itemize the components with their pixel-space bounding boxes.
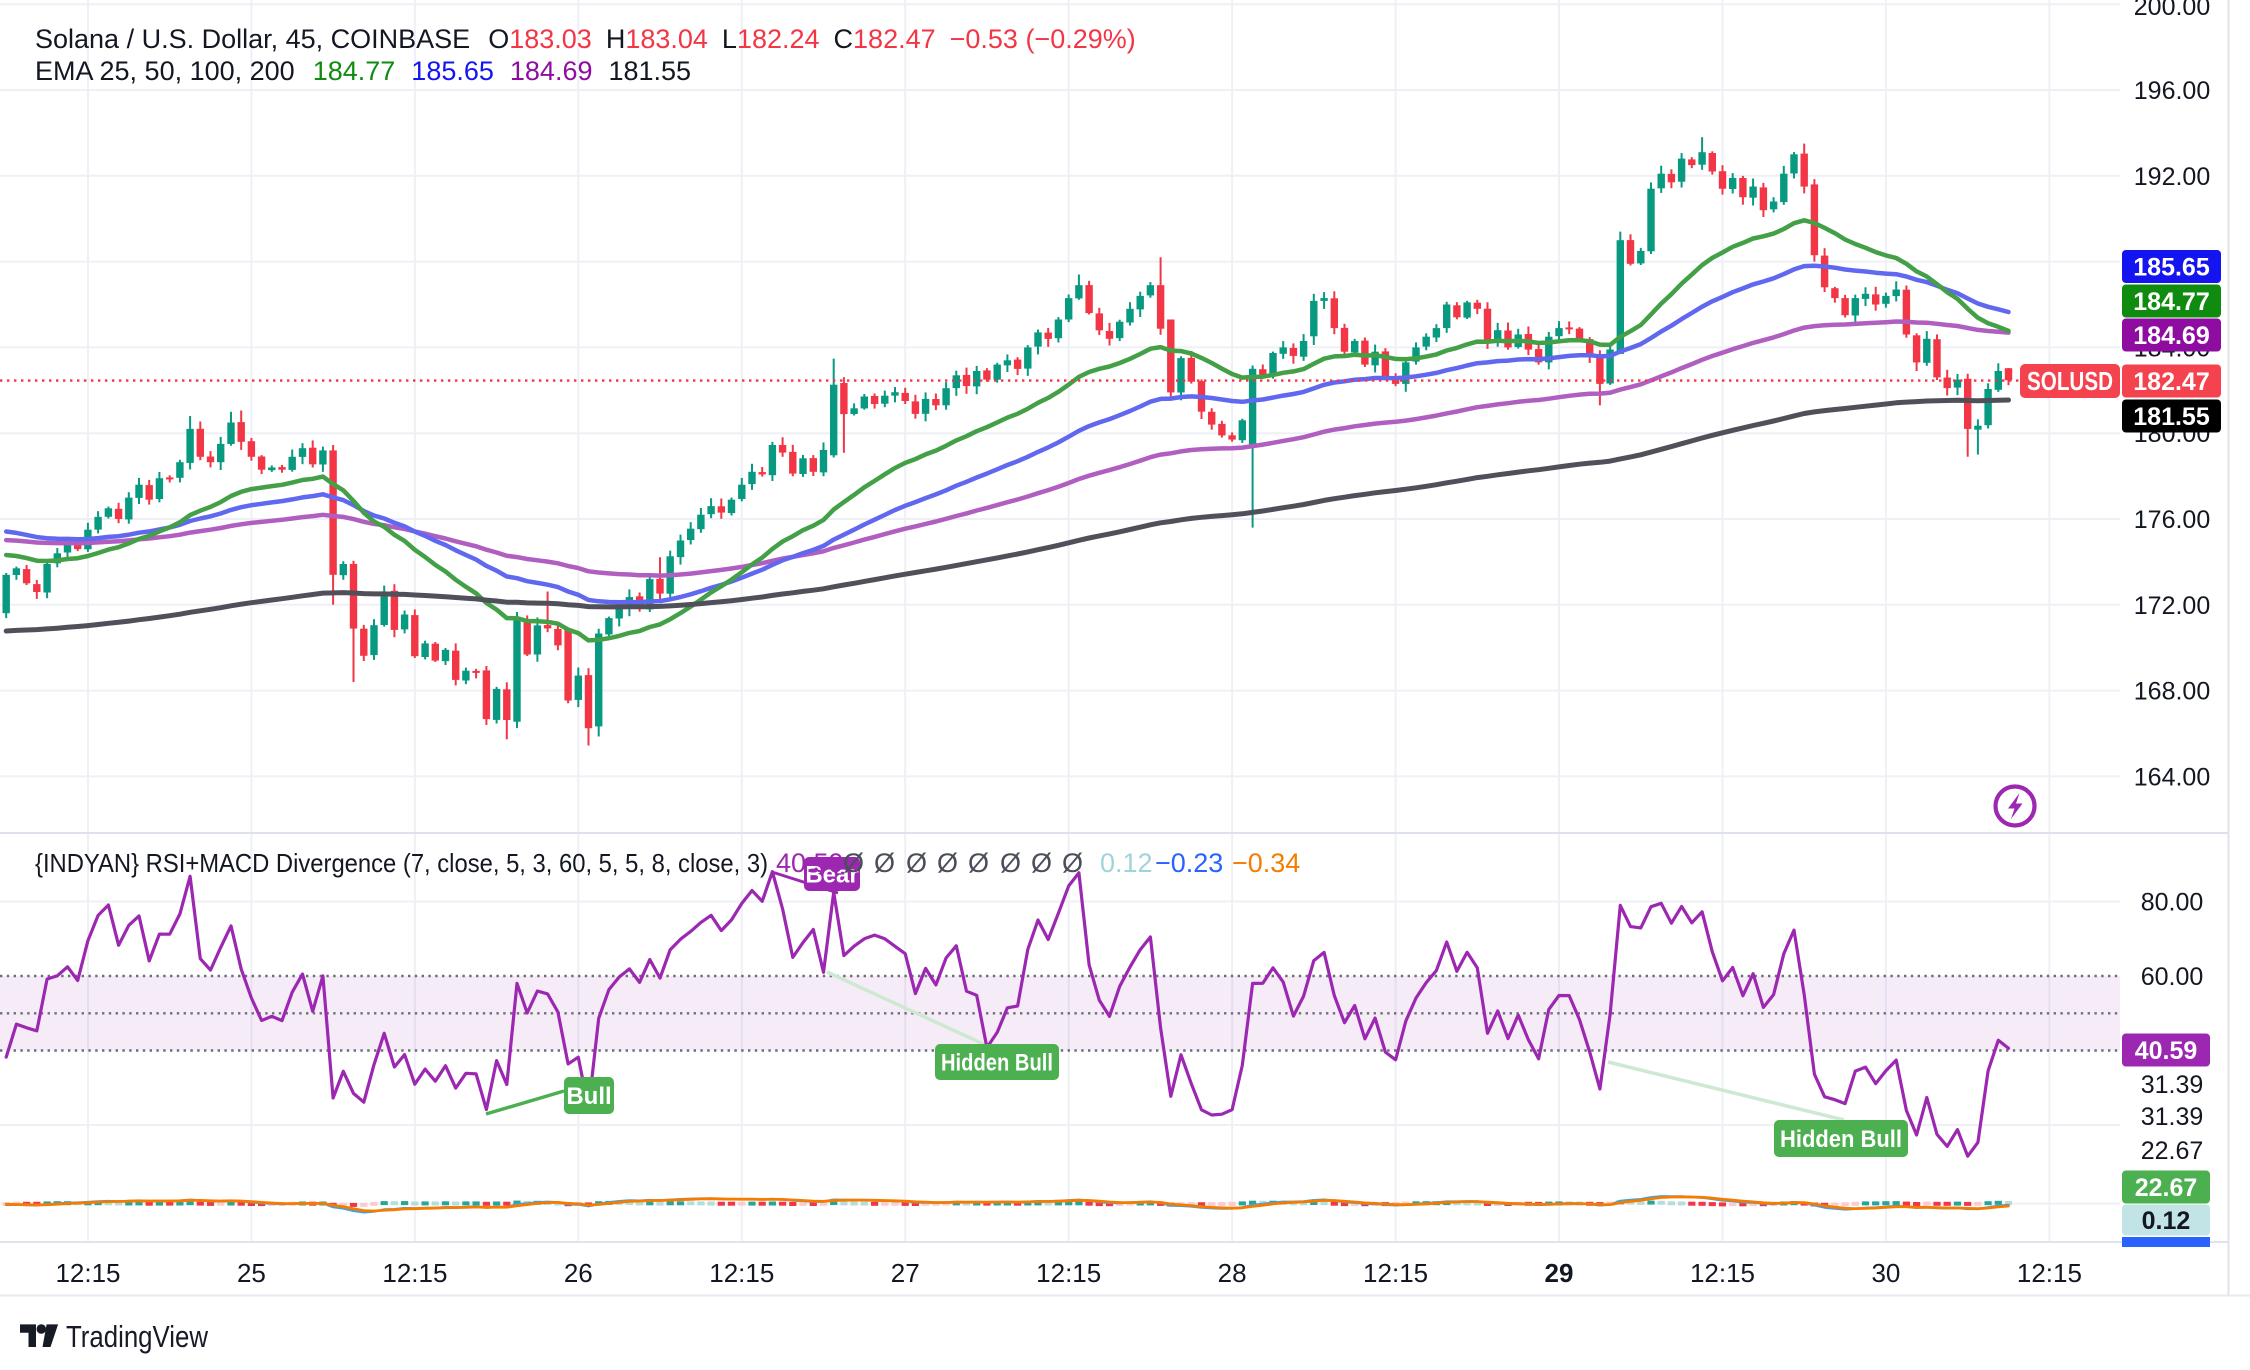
- svg-text:12:15: 12:15: [382, 1258, 447, 1288]
- svg-text:30: 30: [1871, 1258, 1900, 1288]
- svg-text:192.00: 192.00: [2134, 163, 2210, 191]
- svg-text:25: 25: [237, 1258, 266, 1288]
- svg-text:12:15: 12:15: [55, 1258, 120, 1288]
- svg-text:40.59: 40.59: [776, 848, 844, 878]
- svg-text:0.12: 0.12: [1100, 848, 1153, 878]
- svg-text:12:15: 12:15: [1036, 1258, 1101, 1288]
- svg-text:184.69: 184.69: [2133, 322, 2209, 350]
- svg-text:80.00: 80.00: [2141, 889, 2204, 917]
- svg-text:184.77: 184.77: [2133, 288, 2209, 316]
- svg-text:185.65: 185.65: [2133, 254, 2210, 282]
- svg-text:12:15: 12:15: [1690, 1258, 1755, 1288]
- svg-text:12:15: 12:15: [1363, 1258, 1428, 1288]
- svg-text:12:15: 12:15: [2017, 1258, 2082, 1288]
- svg-text:29: 29: [1545, 1258, 1574, 1288]
- svg-text:12:15: 12:15: [709, 1258, 774, 1288]
- svg-text:196.00: 196.00: [2134, 77, 2210, 105]
- svg-text:SOLUSD: SOLUSD: [2027, 366, 2113, 396]
- svg-text:31.39: 31.39: [2141, 1103, 2204, 1131]
- svg-text:{INDYAN} RSI+MACD Divergence (: {INDYAN} RSI+MACD Divergence (7, close, …: [35, 848, 768, 878]
- svg-text:181.55: 181.55: [2133, 403, 2210, 431]
- svg-text:26: 26: [564, 1258, 593, 1288]
- svg-text:0.12: 0.12: [2142, 1207, 2191, 1235]
- svg-text:Bear: Bear: [805, 862, 858, 889]
- svg-text:TradingView: TradingView: [66, 1319, 209, 1354]
- svg-text:176.00: 176.00: [2134, 506, 2210, 534]
- svg-text:Hidden Bull: Hidden Bull: [1780, 1126, 1902, 1153]
- svg-text:200.00: 200.00: [2134, 0, 2210, 21]
- svg-text:164.00: 164.00: [2134, 763, 2210, 791]
- svg-text:28: 28: [1218, 1258, 1247, 1288]
- svg-text:168.00: 168.00: [2134, 678, 2210, 706]
- svg-text:40.59: 40.59: [2135, 1037, 2198, 1065]
- svg-text:172.00: 172.00: [2134, 592, 2210, 620]
- svg-text:−0.34: −0.34: [1232, 848, 1300, 878]
- svg-text:Hidden Bull: Hidden Bull: [941, 1050, 1053, 1077]
- svg-text:−0.23: −0.23: [1155, 848, 1223, 878]
- svg-text:31.39: 31.39: [2141, 1071, 2204, 1099]
- svg-text:22.67: 22.67: [2135, 1174, 2198, 1202]
- svg-text:22.67: 22.67: [2141, 1137, 2204, 1165]
- svg-text:Solana / U.S. Dollar, 45, COIN: Solana / U.S. Dollar, 45, COINBASE O183.0…: [35, 24, 1136, 54]
- svg-text:60.00: 60.00: [2141, 963, 2204, 991]
- svg-text:Bull: Bull: [566, 1083, 611, 1110]
- svg-text:182.47: 182.47: [2133, 368, 2209, 396]
- svg-text:27: 27: [891, 1258, 920, 1288]
